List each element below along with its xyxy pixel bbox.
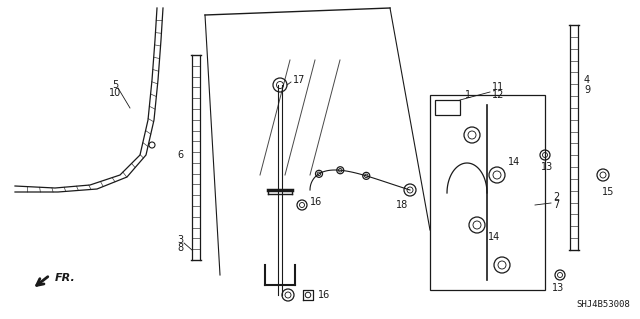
Text: 13: 13 bbox=[541, 162, 553, 172]
Text: 4: 4 bbox=[584, 75, 590, 85]
Text: 10: 10 bbox=[109, 88, 121, 98]
Text: 11: 11 bbox=[492, 82, 504, 92]
Text: 18: 18 bbox=[396, 200, 408, 210]
Text: 7: 7 bbox=[553, 200, 559, 210]
Text: 6: 6 bbox=[177, 150, 183, 160]
Text: 13: 13 bbox=[552, 283, 564, 293]
Text: 14: 14 bbox=[488, 232, 500, 242]
Text: 5: 5 bbox=[112, 80, 118, 90]
Text: 16: 16 bbox=[318, 290, 330, 300]
Text: 14: 14 bbox=[508, 157, 520, 167]
Text: 9: 9 bbox=[584, 85, 590, 95]
Text: FR.: FR. bbox=[55, 273, 76, 283]
Text: 8: 8 bbox=[177, 243, 183, 253]
Text: 3: 3 bbox=[177, 235, 183, 245]
Text: 2: 2 bbox=[553, 192, 559, 202]
Bar bbox=[435, 100, 460, 115]
Text: SHJ4B53008: SHJ4B53008 bbox=[576, 300, 630, 309]
Bar bbox=[430, 95, 545, 290]
Text: 15: 15 bbox=[602, 187, 614, 197]
Text: 1: 1 bbox=[465, 90, 471, 100]
Text: 17: 17 bbox=[293, 75, 305, 85]
Text: 16: 16 bbox=[310, 197, 323, 207]
Text: 12: 12 bbox=[492, 90, 504, 100]
